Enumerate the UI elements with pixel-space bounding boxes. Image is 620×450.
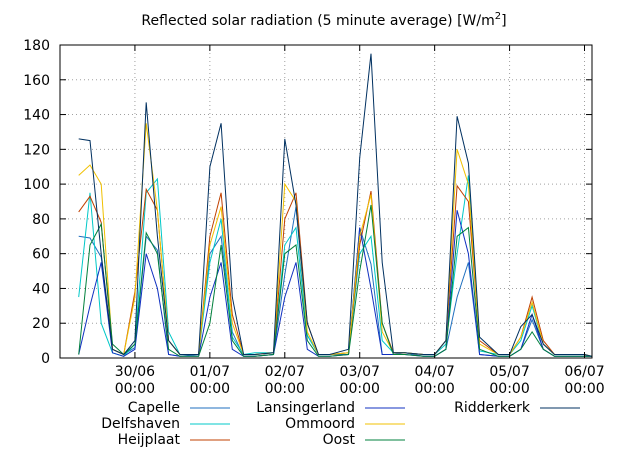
legend-label-delfshaven: Delfshaven	[101, 416, 180, 432]
y-tick-label: 20	[32, 316, 50, 332]
series-line-delfshaven	[78, 175, 593, 357]
legend-label-ridderkerk: Ridderkerk	[454, 400, 531, 416]
legend-label-ommoord: Ommoord	[285, 416, 355, 432]
series-line-lansingerland	[78, 210, 592, 357]
x-tick-label-time: 00:00	[489, 381, 529, 397]
chart-title: Reflected solar radiation (5 minute aver…	[141, 11, 506, 29]
chart-title-superscript: 2	[495, 11, 501, 22]
x-tick-label-date: 01/07	[190, 364, 230, 380]
x-tick-label-time: 00:00	[265, 381, 305, 397]
y-axis-ticks: 0 20 40 60 80 100 120 140 160 180	[23, 38, 592, 367]
x-tick-label-date: 02/07	[265, 364, 305, 380]
y-tick-label: 140	[23, 108, 50, 124]
x-tick-label-date: 03/07	[340, 364, 380, 380]
x-tick-label-time: 00:00	[115, 381, 155, 397]
y-tick-label: 100	[23, 177, 50, 193]
series-line-oost	[78, 204, 592, 357]
chart-title-suffix: ]	[501, 13, 506, 29]
y-tick-label: 80	[32, 212, 50, 228]
legend-label-oost: Oost	[323, 432, 356, 448]
x-tick-label-time: 00:00	[340, 381, 380, 397]
x-axis-ticks: 30/0600:0001/0700:0002/0700:0003/0700:00…	[115, 45, 605, 397]
legend-label-capelle: Capelle	[128, 400, 180, 416]
y-tick-label: 40	[32, 281, 50, 297]
legend: CapelleDelfshavenHeijplaatLansingerlandO…	[101, 400, 580, 448]
y-tick-label: 0	[41, 351, 50, 367]
x-tick-label-time: 00:00	[414, 381, 454, 397]
x-tick-label-date: 05/07	[489, 364, 529, 380]
y-tick-label: 60	[32, 247, 50, 263]
legend-label-heijplaat: Heijplaat	[118, 432, 181, 448]
x-tick-label-time: 00:00	[190, 381, 230, 397]
x-tick-label-date: 04/07	[414, 364, 454, 380]
x-tick-label-time: 00:00	[564, 381, 604, 397]
plot-frame	[59, 44, 593, 359]
chart-title-main: Reflected solar radiation (5 minute aver…	[141, 13, 494, 29]
series-line-ommoord	[78, 123, 593, 357]
y-tick-label: 160	[23, 73, 50, 89]
x-tick-label-date: 30/06	[115, 364, 155, 380]
series-line-ridderkerk	[78, 53, 593, 357]
series-lines	[78, 53, 593, 357]
x-tick-label-date: 06/07	[564, 364, 604, 380]
y-tick-label: 180	[23, 38, 50, 54]
y-tick-label: 120	[23, 142, 50, 158]
grid	[60, 45, 592, 358]
legend-label-lansingerland: Lansingerland	[256, 400, 355, 416]
